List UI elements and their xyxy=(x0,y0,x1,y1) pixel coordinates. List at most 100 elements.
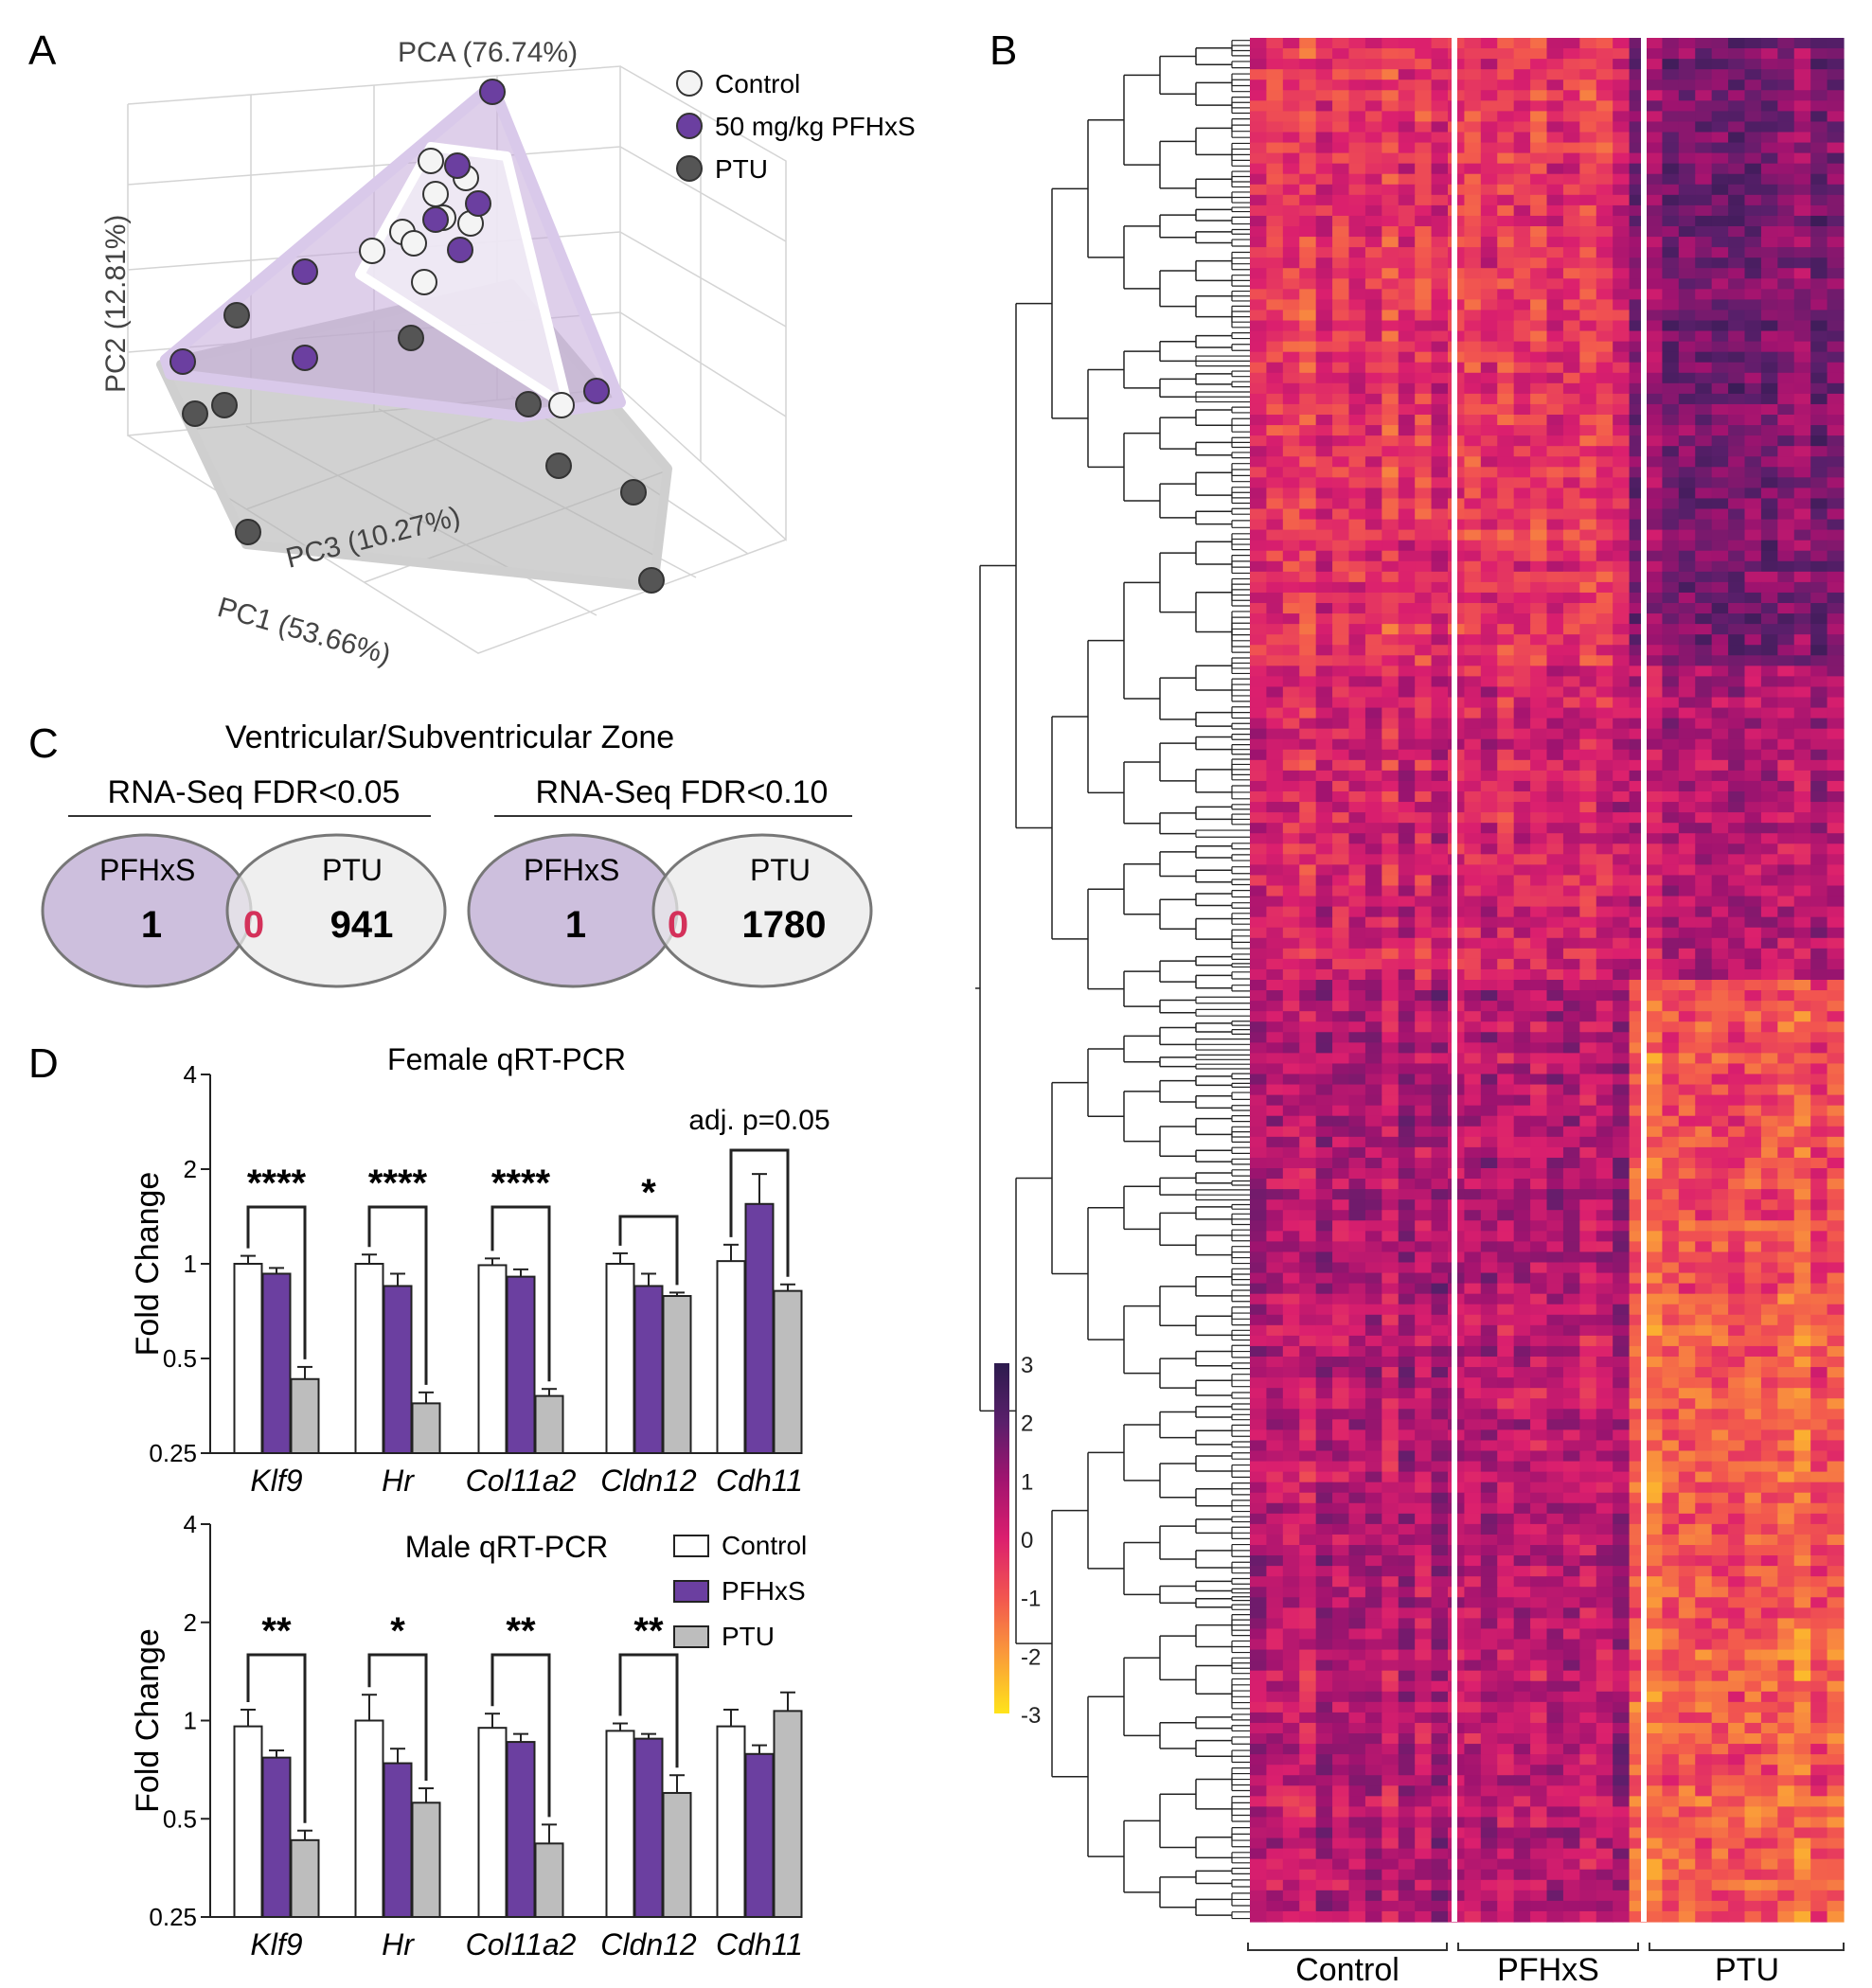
pca-point-pfhxs xyxy=(583,378,610,404)
heatmap-cell xyxy=(1513,759,1531,772)
heatmap-cell xyxy=(1497,425,1515,436)
heatmap-cell xyxy=(1398,152,1416,165)
heatmap-cell xyxy=(1546,278,1564,290)
heatmap-cell xyxy=(1480,1021,1498,1033)
heatmap-cell xyxy=(1777,372,1795,384)
heatmap-cell xyxy=(1562,875,1580,887)
heatmap-cell xyxy=(1250,655,1268,666)
heatmap-cell xyxy=(1415,330,1433,343)
heatmap-cell xyxy=(1596,215,1613,227)
heatmap-cell xyxy=(1364,634,1382,646)
heatmap-cell xyxy=(1777,780,1795,792)
heatmap-cell xyxy=(1562,1094,1580,1107)
heatmap-cell xyxy=(1266,163,1284,175)
heatmap-cell xyxy=(1678,237,1696,248)
heatmap-cell xyxy=(1530,802,1548,813)
heatmap-cell xyxy=(1678,59,1696,70)
heatmap-cell xyxy=(1744,351,1762,364)
heatmap-cell xyxy=(1364,204,1382,217)
heatmap-cell xyxy=(1513,38,1531,49)
heatmap-cell xyxy=(1266,885,1284,897)
heatmap-cell xyxy=(1810,843,1828,855)
heatmap-cell xyxy=(1364,916,1382,929)
heatmap-cell xyxy=(1629,362,1647,374)
heatmap-cell xyxy=(1497,749,1515,761)
heatmap-cell xyxy=(1497,38,1515,49)
heatmap-cell xyxy=(1760,425,1778,436)
heatmap-cell xyxy=(1513,603,1531,614)
heatmap-cell xyxy=(1613,1084,1631,1096)
heatmap-cell xyxy=(1760,738,1778,751)
heatmap-cell xyxy=(1711,885,1729,897)
heatmap-cell xyxy=(1662,843,1680,855)
heatmap-cell xyxy=(1315,362,1333,374)
heatmap-cell xyxy=(1348,759,1366,772)
heatmap-cell xyxy=(1348,215,1366,227)
heatmap-cell xyxy=(1266,759,1284,772)
heatmap-cell xyxy=(1678,676,1696,688)
heatmap-cell xyxy=(1678,697,1696,709)
heatmap-cell xyxy=(1315,1115,1333,1127)
heatmap-cell xyxy=(1777,802,1795,813)
heatmap-cell xyxy=(1431,937,1449,950)
heatmap-cell xyxy=(1250,152,1268,165)
heatmap-cell xyxy=(1728,173,1746,186)
heatmap-cell xyxy=(1332,749,1350,761)
heatmap-cell xyxy=(1579,1001,1597,1012)
heatmap-cell xyxy=(1382,1042,1400,1054)
heatmap-cell xyxy=(1678,508,1696,521)
heatmap-cell xyxy=(1497,121,1515,133)
heatmap-cell xyxy=(1646,38,1664,49)
heatmap-cell xyxy=(1415,823,1433,834)
heatmap-cell xyxy=(1777,498,1795,510)
heatmap-cell xyxy=(1579,718,1597,730)
heatmap-cell xyxy=(1711,1115,1729,1127)
heatmap-cell xyxy=(1348,1084,1366,1096)
heatmap-cell xyxy=(1480,498,1498,510)
heatmap-cell xyxy=(1827,718,1845,730)
heatmap-cell xyxy=(1382,320,1400,332)
heatmap-cell xyxy=(1662,173,1680,186)
heatmap-cell xyxy=(1810,393,1828,405)
heatmap-cell xyxy=(1382,69,1400,80)
bar-pfhxs xyxy=(261,1756,292,1918)
heatmap-cell xyxy=(1777,38,1795,49)
heatmap-cell xyxy=(1760,194,1778,206)
heatmap-cell xyxy=(1431,299,1449,311)
heatmap-cell xyxy=(1827,351,1845,364)
heatmap-cell xyxy=(1695,738,1713,751)
heatmap-cell xyxy=(1678,990,1696,1002)
heatmap-cell xyxy=(1480,812,1498,824)
heatmap-cell xyxy=(1562,320,1580,332)
heatmap-cell xyxy=(1579,770,1597,782)
heatmap-cell xyxy=(1579,738,1597,751)
heatmap-cell xyxy=(1332,59,1350,70)
heatmap-cell xyxy=(1678,362,1696,374)
heatmap-cell xyxy=(1711,467,1729,478)
heatmap-cell xyxy=(1629,435,1647,447)
heatmap-cell xyxy=(1530,393,1548,405)
heatmap-cell xyxy=(1579,488,1597,500)
heatmap-cell xyxy=(1348,645,1366,656)
heatmap-cell xyxy=(1596,802,1613,813)
heatmap-cell xyxy=(1513,738,1531,751)
heatmap-cell xyxy=(1793,351,1811,364)
heatmap-cell xyxy=(1678,571,1696,583)
heatmap-cell xyxy=(1364,446,1382,457)
heatmap-cell xyxy=(1646,823,1664,834)
heatmap-cell xyxy=(1728,875,1746,887)
heatmap-cell xyxy=(1793,624,1811,635)
heatmap-cell xyxy=(1760,456,1778,468)
heatmap-cell xyxy=(1613,937,1631,950)
heatmap-cell xyxy=(1348,581,1366,594)
heatmap-cell xyxy=(1464,59,1482,70)
heatmap-cell xyxy=(1662,990,1680,1002)
heatmap-cell xyxy=(1728,1105,1746,1117)
heatmap-cell xyxy=(1282,728,1300,740)
heatmap-cell xyxy=(1332,843,1350,855)
heatmap-cell xyxy=(1497,686,1515,699)
heatmap-cell xyxy=(1695,299,1713,311)
heatmap-cell xyxy=(1695,341,1713,353)
heatmap-cell xyxy=(1250,488,1268,500)
heatmap-cell xyxy=(1562,980,1580,991)
